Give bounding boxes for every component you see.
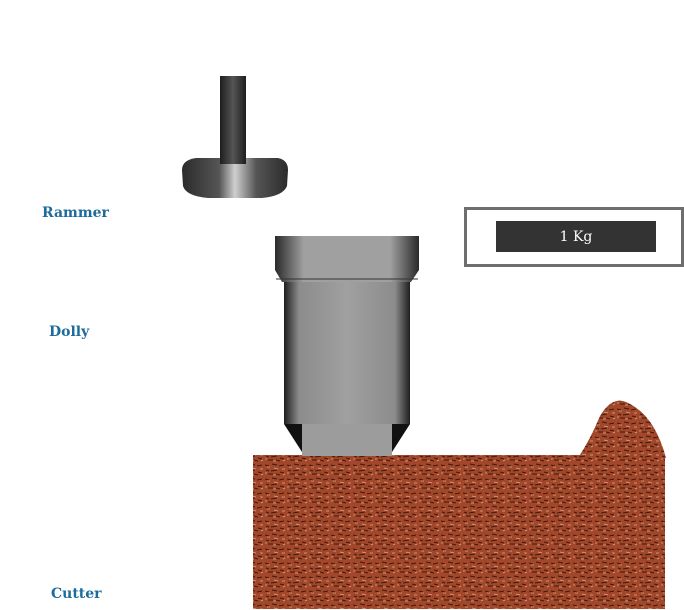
dolly [275,236,419,282]
soil-mound [578,400,666,458]
cutter-edge-left [284,424,302,452]
dolly-label: Dolly [49,324,90,340]
rammer [182,76,288,198]
cutter-label: Cutter [51,586,102,602]
cutter-body [284,282,410,424]
cutter [284,282,410,456]
rammer-head [182,158,288,198]
weight-display: 1 Kg [464,207,684,267]
dolly-cap [275,236,419,282]
cutter-inner [302,424,392,456]
rammer-label: Rammer [42,205,109,221]
cutter-edge-right [392,424,410,452]
weight-value: 1 Kg [496,221,656,252]
soil-ground [253,455,665,609]
soil [253,400,666,609]
